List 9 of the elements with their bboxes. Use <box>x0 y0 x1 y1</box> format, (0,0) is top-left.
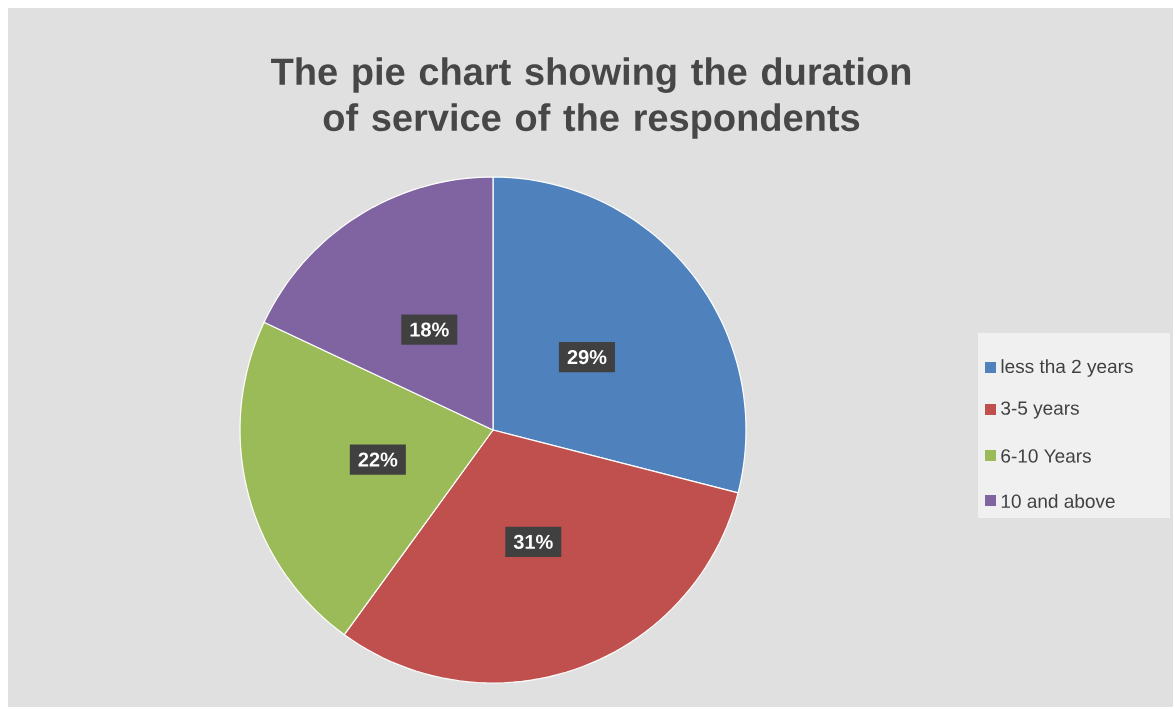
data-label: 18% <box>410 322 449 337</box>
legend-label: 10 and above <box>1001 494 1115 508</box>
data-label: 31% <box>513 534 553 549</box>
legend-label: 6-10 Years <box>1001 449 1091 463</box>
chart-title: The pie chart showing the duration of service of the respondents <box>271 57 911 139</box>
legend-label: 3-5 years <box>1001 401 1079 419</box>
legend-label: less tha 2 years <box>1001 359 1133 377</box>
data-label: 22% <box>358 452 398 467</box>
data-label: 29% <box>567 350 607 365</box>
